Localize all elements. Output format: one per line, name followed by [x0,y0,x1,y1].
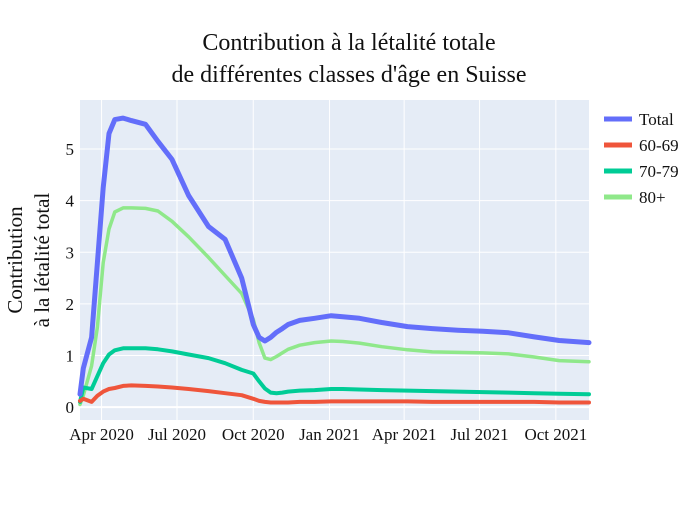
legend-label-60-69[interactable]: 60-69 [639,136,679,155]
x-tick-label: Jan 2021 [299,425,360,444]
legend-label-80-[interactable]: 80+ [639,188,666,207]
series-line-70-79[interactable] [78,346,591,404]
series-line-total[interactable] [77,115,592,397]
y-axis-label-line-1: Contribution [3,206,27,314]
y-tick-label: 5 [66,140,75,159]
x-tick-label: Apr 2020 [69,425,134,444]
x-tick-label: Jul 2020 [148,425,206,444]
chart-title-line-2: de différentes classes d'âge en Suisse [171,62,526,88]
y-tick-label: 4 [66,192,75,211]
x-tick-label: Apr 2021 [372,425,437,444]
legend[interactable]: Total 60-69 70-79 80+ [604,110,679,207]
y-tick-label: 2 [66,295,75,314]
y-tick-label: 0 [66,398,75,417]
x-tick-label: Oct 2021 [524,425,587,444]
series-line-60-69[interactable] [78,383,591,405]
series-line-80-[interactable] [78,206,591,407]
y-tick-label: 1 [66,346,75,365]
plot-background [80,100,589,420]
chart-title-line-1: Contribution à la létalité totale [202,30,495,56]
series-lines [77,115,592,407]
legend-label-70-79[interactable]: 70-79 [639,162,679,181]
x-tick-label: Oct 2020 [222,425,285,444]
x-tick-label: Jul 2021 [451,425,509,444]
legend-label-total[interactable]: Total [639,110,674,129]
axes: 0 1 2 3 4 5 Apr 2020 Jul 2020 Oct 2020 Jan 2021 Ap… [66,140,588,444]
y-tick-label: 3 [66,243,75,262]
y-axis-label-line-2: à la létalité total [30,192,54,327]
